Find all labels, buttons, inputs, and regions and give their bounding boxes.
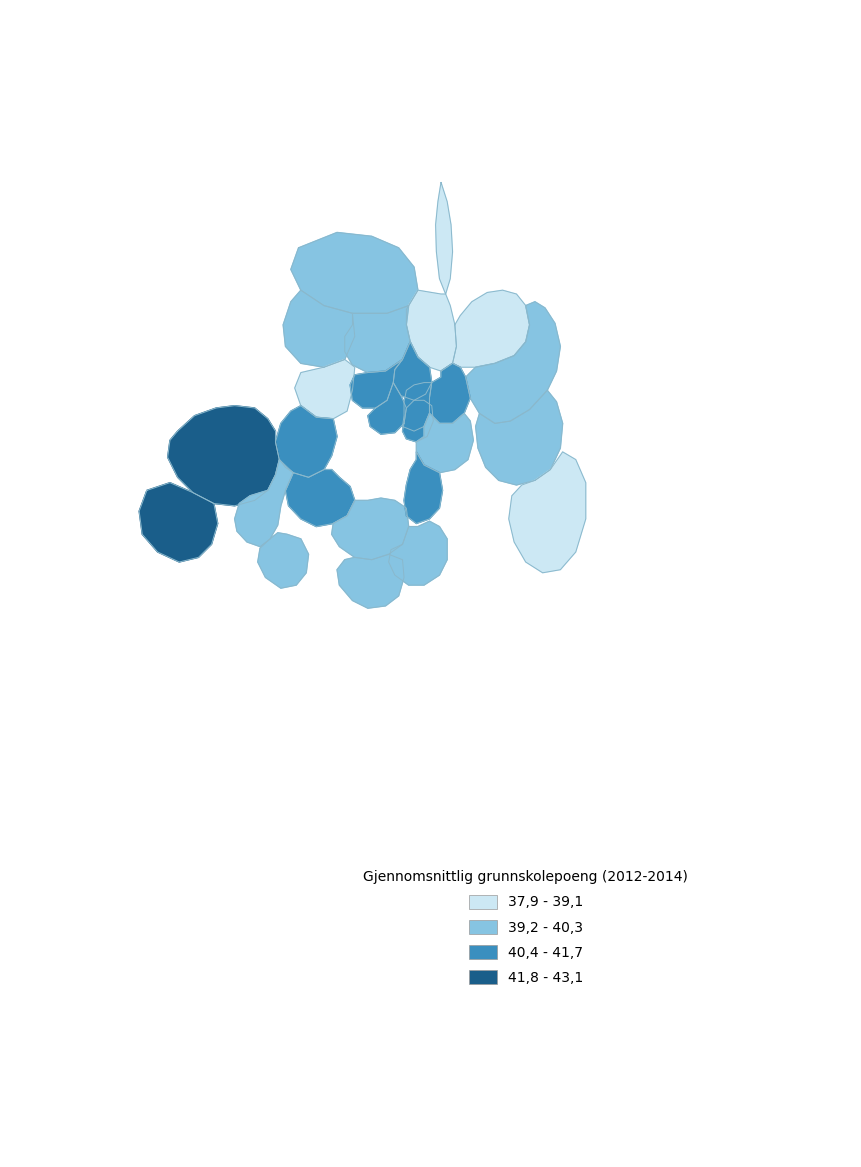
Polygon shape [435, 182, 452, 294]
Polygon shape [257, 533, 308, 588]
Polygon shape [404, 452, 442, 524]
Polygon shape [388, 522, 447, 585]
Polygon shape [368, 383, 406, 434]
Polygon shape [285, 469, 355, 526]
Polygon shape [429, 363, 470, 424]
Polygon shape [282, 291, 355, 368]
Polygon shape [465, 302, 560, 424]
Polygon shape [508, 452, 585, 573]
Polygon shape [331, 498, 408, 560]
Polygon shape [406, 291, 455, 371]
Polygon shape [276, 406, 337, 477]
Polygon shape [402, 383, 431, 431]
Polygon shape [475, 390, 562, 485]
Polygon shape [416, 413, 473, 473]
Polygon shape [290, 232, 418, 313]
Polygon shape [234, 460, 293, 546]
Polygon shape [452, 291, 529, 368]
Polygon shape [402, 400, 433, 442]
Polygon shape [393, 342, 431, 400]
Polygon shape [337, 554, 404, 608]
Polygon shape [344, 306, 410, 372]
Polygon shape [350, 359, 402, 408]
Legend: 37,9 - 39,1, 39,2 - 40,3, 40,4 - 41,7, 41,8 - 43,1: 37,9 - 39,1, 39,2 - 40,3, 40,4 - 41,7, 4… [363, 871, 687, 985]
Polygon shape [139, 483, 218, 562]
Polygon shape [294, 359, 355, 419]
Polygon shape [167, 406, 279, 505]
